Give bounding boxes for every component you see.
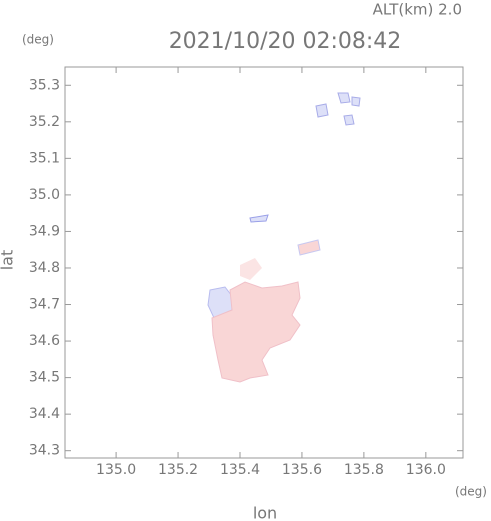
y-tick-label: 34.5 (29, 370, 60, 386)
echo-blue (337, 92, 351, 104)
x-tick-label: 135.6 (282, 462, 322, 478)
x-tick-label: 135.8 (344, 462, 384, 478)
y-axis-label: lat (0, 250, 17, 271)
echo-field (207, 92, 361, 383)
y-tick-label: 35.3 (29, 77, 60, 93)
y-tick-label: 34.6 (29, 333, 60, 349)
x-tick-label: 135.2 (158, 462, 198, 478)
x-tick-label: 135.0 (96, 462, 136, 478)
echo-blue (249, 214, 269, 223)
y-tick-label: 34.3 (29, 443, 60, 459)
echo-pink (240, 258, 262, 280)
x-tick-label: 136.0 (406, 462, 446, 478)
y-tick-label: 34.4 (29, 406, 60, 422)
echo-blue (351, 96, 361, 107)
y-unit: (deg) (22, 33, 54, 47)
echo-pink (211, 281, 301, 383)
chart-subtitle: ALT(km) 2.0 (373, 1, 462, 19)
chart-title: 2021/10/20 02:08:42 (169, 29, 402, 54)
plot-frame (64, 66, 464, 459)
y-tick-label: 35.0 (29, 187, 60, 203)
echo-blue (315, 103, 329, 118)
echo-blue (343, 114, 355, 126)
x-unit: (deg) (455, 485, 487, 499)
y-tick-label: 35.1 (29, 150, 60, 166)
echo-pink (297, 239, 321, 256)
y-tick-label: 34.7 (29, 297, 60, 313)
y-tick-label: 35.2 (29, 114, 60, 130)
y-tick-label: 34.9 (29, 223, 60, 239)
y-tick-label: 34.8 (29, 260, 60, 276)
x-axis-label: lon (253, 504, 277, 521)
x-tick-label: 135.4 (220, 462, 260, 478)
